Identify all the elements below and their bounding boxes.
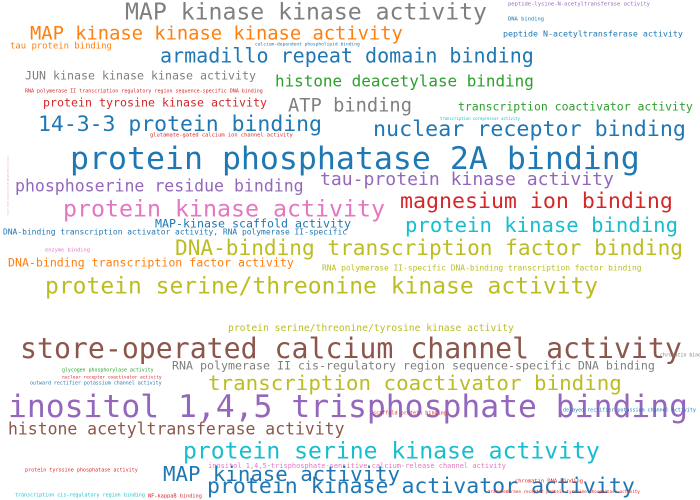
word: RNA polymerase II-specific DNA-binding t…	[322, 264, 642, 273]
word: MAP-kinase scaffold activity	[155, 217, 351, 231]
word: DNA-binding transcription factor binding	[175, 235, 683, 260]
word: scaffold protein binding	[373, 411, 447, 417]
word: armadillo repeat domain binding	[160, 44, 534, 68]
word: protein tyrosine phosphatase activity	[25, 468, 138, 474]
word: store-operated calcium channel activity	[20, 332, 682, 365]
word: RNA polymerase II transcription regulato…	[25, 89, 263, 95]
word: enzyme binding	[45, 248, 90, 254]
word: peptide-lysine-N-acetyltransferase activ…	[508, 2, 651, 8]
word: 14-3-3 protein binding	[38, 112, 322, 137]
word: transcription coactivator binding	[208, 371, 622, 395]
word: delayed rectifier potassium channel acti…	[563, 408, 696, 414]
word: DNA binding	[508, 17, 544, 23]
word: JUN kinase kinase kinase activity	[25, 69, 256, 83]
word: transmembrane receptor protein tyrosine …	[488, 489, 640, 494]
word: peptide N-acetyltransferase activity	[503, 29, 683, 39]
word: protein serine kinase activity	[183, 439, 600, 465]
word: transcription coactivator activity	[458, 100, 693, 114]
word: protein kinase activator activity	[207, 474, 635, 499]
word: outward rectifier potassium channel acti…	[30, 381, 162, 387]
word: MAP kinase kinase kinase activity	[30, 24, 403, 45]
word: protein serine/threonine/tyrosine kinase…	[228, 323, 514, 334]
word: MAP kinase activity	[163, 462, 400, 486]
word: histone deacetylase binding	[275, 72, 534, 91]
word: NF-kappaB binding	[148, 494, 202, 500]
word: histone acetyltransferase activity	[8, 420, 345, 439]
word: phosphoserine residue binding	[15, 177, 304, 196]
word: RNA polymerase II cis-regulatory region …	[172, 359, 655, 373]
word: chromatin binding	[660, 353, 700, 359]
word: transcription cis-regulatory region bind…	[15, 493, 145, 499]
word: linear malto-oligosaccharide phosphoryla…	[7, 155, 10, 215]
word: nuclear receptor binding	[373, 117, 686, 142]
word: nuclear receptor coactivator activity	[62, 375, 162, 381]
word: MAP kinase kinase activity	[125, 0, 487, 26]
word: protein kinase binding	[405, 213, 678, 237]
word: calcium-dependent phospholipid binding	[255, 42, 360, 48]
word: magnesium ion binding	[400, 189, 673, 214]
word: inositol 1,4,5 trisphosphate binding	[8, 389, 688, 425]
word: chromatin DNA binding	[515, 479, 583, 485]
word: protein phosphatase 2A binding	[70, 141, 640, 177]
word: protein tyrosine kinase activity	[43, 96, 267, 110]
word: glycogen phosphorylase activity	[62, 368, 154, 374]
word: ATP binding	[288, 96, 412, 117]
word: protein kinase activity	[63, 196, 385, 223]
word: tau-protein kinase activity	[320, 169, 614, 190]
word: glutamate-gated calcium ion channel acti…	[150, 133, 294, 139]
word: transcription corepressor activity	[440, 116, 521, 121]
word: DNA-binding transcription factor activit…	[8, 256, 294, 270]
word: inositol 1,4,5-trisphosphate-sensitive c…	[208, 462, 506, 470]
word: tau protein binding	[10, 42, 112, 52]
word: DNA-binding transcription activator acti…	[3, 228, 347, 237]
word: protein serine/threonine kinase activity	[45, 274, 598, 300]
